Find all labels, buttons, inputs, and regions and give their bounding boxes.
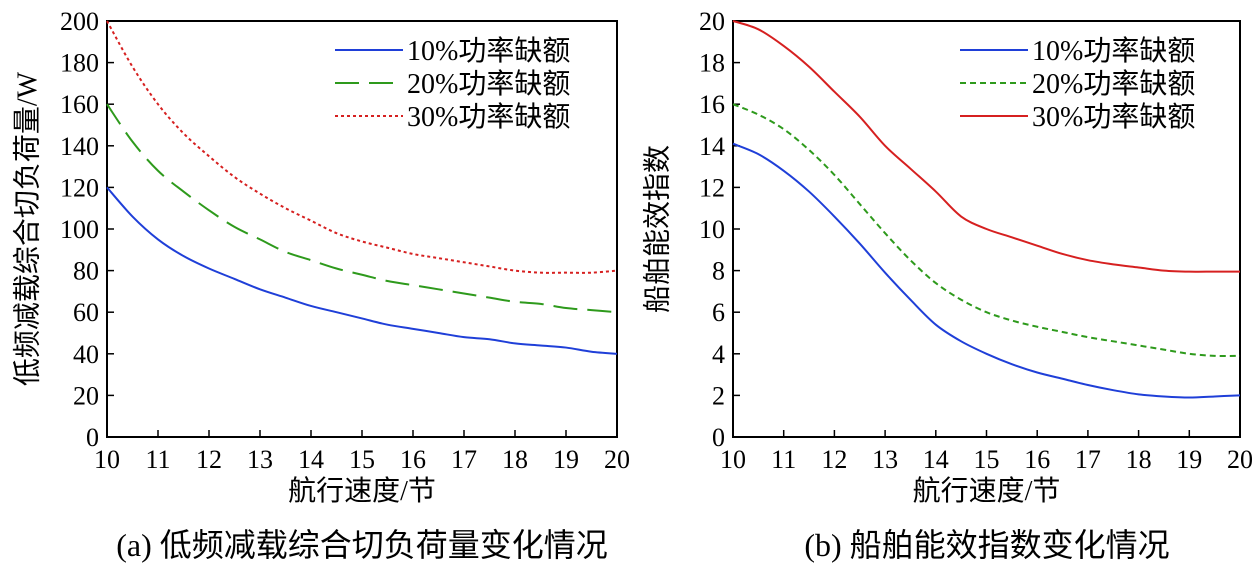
panel-b-y-tick-label: 18 [699,49,725,78]
panel-a-legend-label-3: 30%功率缺额 [407,101,570,133]
panel-a-x-tick-label: 14 [298,445,324,474]
panel-a-y-tick-label: 80 [73,257,99,286]
panel-a-y-tick-label: 160 [60,90,99,119]
panel-a-y-tick-label: 140 [60,132,99,161]
panel-a-series-lines [106,20,618,355]
panel-b-ticks: 10 11 12 13 14 15 16 17 18 19 20 0 2 4 6 8 10 12 14 16 18 20 [699,7,1253,474]
panel-b-y-tick-label: 20 [699,7,725,36]
panel-b-caption: (b) 船舶能效指数变化情况 [804,527,1169,563]
panel-a-x-tick-label: 15 [349,445,375,474]
panel-b-legend-label-1: 10%功率缺额 [1032,35,1195,67]
panel-b-y-tick-label: 14 [699,132,725,161]
panel-b-series-line-2 [732,103,1241,358]
panel-a-x-tick-label: 18 [502,445,528,474]
panel-b-y-tick-label: 6 [712,298,725,327]
panel-a-y-tick-label: 200 [60,7,99,36]
panel-b-x-axis-title: 航行速度/节 [913,475,1061,507]
panel-b-x-tick-label: 11 [771,445,796,474]
panel-a-x-tick-label: 20 [604,445,630,474]
panel-a-x-axis-title: 航行速度/节 [288,475,436,507]
panel-b-x-tick-label: 15 [974,445,1000,474]
panel-a-y-tick-label: 40 [73,340,99,369]
panel-b-x-tick-label: 17 [1075,445,1101,474]
panel-b-series-lines [732,20,1241,399]
panel-b-y-tick-label: 0 [712,423,725,452]
panel-a-x-tick-label: 11 [145,445,170,474]
panel-a-chart: 10 11 12 13 14 15 16 17 18 19 20020406080100120140… [11,7,630,563]
panel-a-x-tick-label: 12 [196,445,222,474]
panel-a-x-tick-label: 10 [94,445,120,474]
panel-b-y-tick-label: 16 [699,90,725,119]
panel-a-series-line-2 [106,103,618,314]
panel-a-y-tick-label: 20 [73,381,99,410]
panel-a-y-tick-label: 60 [73,298,99,327]
panel-b-x-tick-label: 16 [1024,445,1050,474]
panel-a-ticks: 10 11 12 13 14 15 16 17 18 19 20020406080100120140… [60,7,630,474]
panel-a-x-tick-label: 16 [400,445,426,474]
panel-a-series-line-3 [106,20,618,274]
panel-b-x-tick-label: 13 [872,445,898,474]
panel-a-y-tick-label: 0 [86,423,99,452]
panel-b-x-tick-label: 20 [1227,445,1253,474]
panel-b-y-tick-label: 4 [712,340,725,369]
panel-a-y-tick-label: 100 [60,215,99,244]
panel-a-legend-label-2: 20%功率缺额 [407,68,570,100]
panel-a-legend-label-1: 10%功率缺额 [407,35,570,67]
panel-a-y-tick-label: 180 [60,49,99,78]
panel-a-y-axis-title: 低频减载综合切负荷量/W [11,71,43,386]
panel-a-x-tick-label: 19 [553,445,579,474]
panel-b-x-tick-label: 12 [821,445,847,474]
panel-b-x-tick-label: 14 [923,445,949,474]
panel-a-series-line-1 [106,186,618,355]
panel-a-caption: (a) 低频减载综合切负荷量变化情况 [116,527,608,563]
panel-b-series-line-1 [732,142,1241,399]
panel-a-x-tick-label: 13 [247,445,273,474]
panel-b-series-line-3 [732,20,1240,273]
panel-b-y-tick-label: 10 [699,215,725,244]
panel-b-x-tick-label: 10 [720,445,746,474]
panel-a-x-tick-label: 17 [451,445,477,474]
panel-b-y-axis-title: 船舶能效指数 [641,145,673,313]
panel-b-y-tick-label: 2 [712,381,725,410]
panel-b-legend-label-3: 30%功率缺额 [1032,101,1195,133]
panel-b-legend-label-2: 20%功率缺额 [1032,68,1195,100]
panel-b-y-tick-label: 8 [712,257,725,286]
panel-a-y-tick-label: 120 [60,173,99,202]
panel-b-chart: 10 11 12 13 14 15 16 17 18 19 2002468101214161820 … [641,7,1253,563]
panel-b-y-tick-label: 12 [699,173,725,202]
panel-b-x-tick-label: 19 [1176,445,1202,474]
panel-b-x-tick-label: 18 [1126,445,1152,474]
